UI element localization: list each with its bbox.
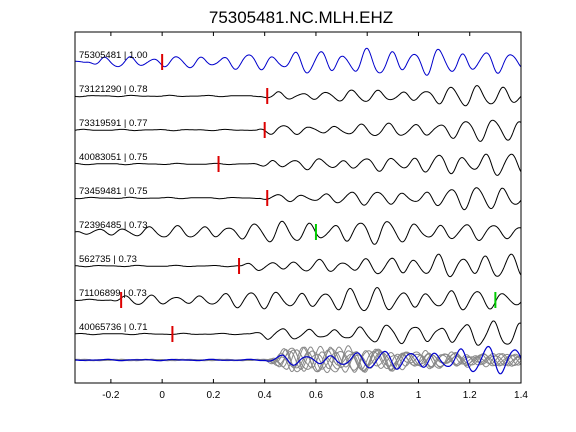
trace-label: 75305481 | 1.00	[79, 50, 148, 61]
trace-line	[75, 187, 521, 211]
trace-line	[75, 153, 521, 176]
chart-title: 75305481.NC.MLH.EHZ	[209, 8, 393, 27]
trace-line	[75, 84, 521, 107]
stacked-traces	[75, 345, 521, 375]
trace-label: 562735 | 0.73	[79, 254, 137, 265]
trace-line	[75, 286, 521, 312]
trace-row: 562735 | 0.73	[75, 253, 521, 278]
trace-label: 40083051 | 0.75	[79, 152, 148, 163]
trace-row: 73459481 | 0.75	[75, 186, 521, 211]
trace-line	[75, 220, 521, 245]
trace-row: 73121290 | 0.78	[75, 84, 521, 107]
trace-row: 75305481 | 1.00	[75, 47, 521, 76]
trace-row: 72396485 | 0.73	[75, 220, 521, 245]
trace-row: 73319591 | 0.77	[75, 118, 521, 142]
x-axis: -0.2 0 0.2 0.4 0.6 0.8 1 1.2 1.4	[102, 32, 528, 401]
trace-label: 73121290 | 0.78	[79, 84, 148, 95]
x-tick-label: 1	[416, 390, 422, 401]
trace-label: 73319591 | 0.77	[79, 118, 148, 129]
stack-reference-line	[75, 345, 521, 375]
trace-row: 40065736 | 0.71	[75, 320, 521, 346]
trace-line	[75, 47, 521, 76]
x-tick-label: 0	[159, 390, 165, 401]
x-tick-label: -0.2	[102, 390, 120, 401]
trace-label: 40065736 | 0.71	[79, 322, 148, 333]
axes-frame	[74, 31, 522, 384]
trace-label: 71106899 | 0.73	[79, 288, 147, 299]
plot-area: 75305481 | 1.00 73121290 | 0.78 73319591 |…	[75, 47, 521, 375]
trace-line	[75, 119, 521, 142]
x-tick-label: 1.2	[463, 390, 477, 401]
trace-line	[75, 320, 521, 346]
trace-label: 73459481 | 0.75	[79, 186, 148, 197]
trace-label: 72396485 | 0.73	[79, 220, 148, 231]
x-tick-label: 0.4	[258, 390, 272, 401]
x-tick-label: 0.2	[206, 390, 220, 401]
x-tick-label: 1.4	[514, 390, 528, 401]
trace-row: 71106899 | 0.73	[75, 286, 521, 312]
trace-row: 40083051 | 0.75	[75, 152, 521, 176]
x-tick-label: 0.8	[360, 390, 374, 401]
x-tick-label: 0.6	[309, 390, 323, 401]
trace-line	[75, 253, 521, 278]
